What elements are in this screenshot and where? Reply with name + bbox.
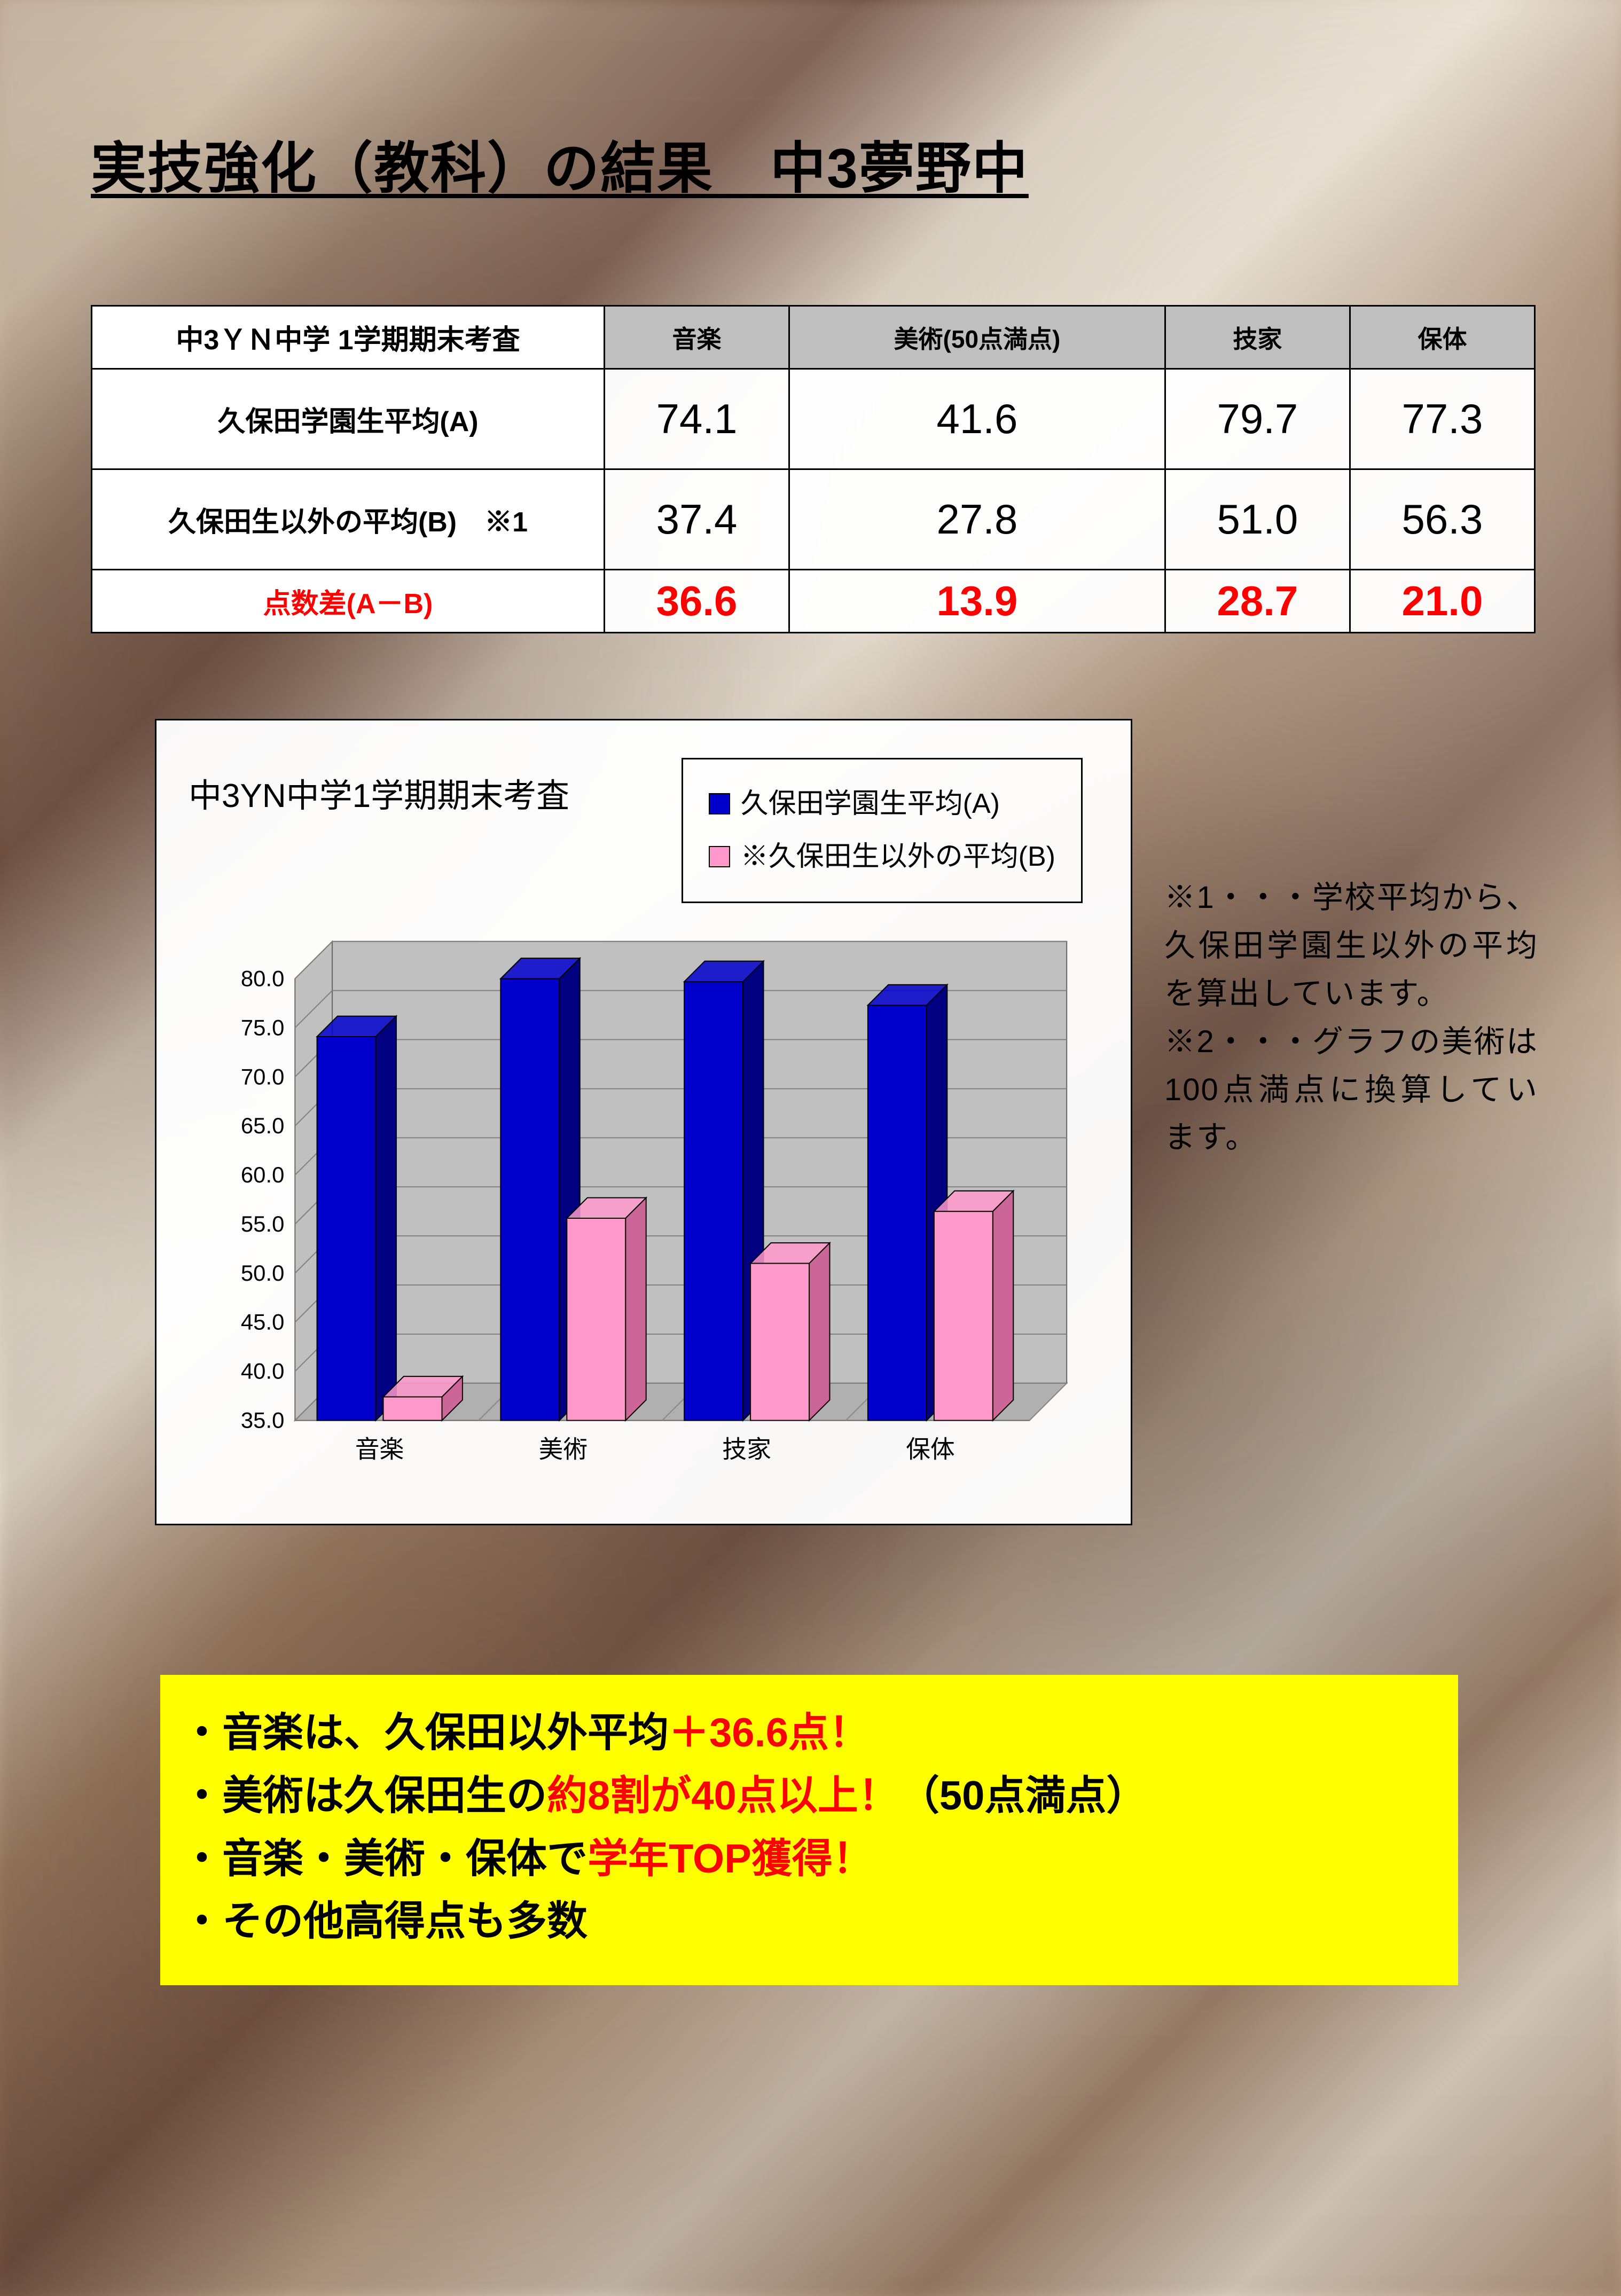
cell: 41.6 (789, 369, 1165, 469)
svg-text:80.0: 80.0 (241, 966, 284, 991)
callout-line-2: ・美術は久保田生の約8割が40点以上！（50点満点） (182, 1765, 1437, 1828)
callout-line-4: ・その他高得点も多数 (182, 1890, 1437, 1953)
table-col-2: 技家 (1165, 306, 1350, 369)
svg-text:60.0: 60.0 (241, 1162, 284, 1187)
svg-text:音楽: 音楽 (355, 1436, 404, 1463)
callout-line-1: ・音楽は、久保田以外平均＋36.6点！ (182, 1702, 1437, 1765)
svg-text:50.0: 50.0 (241, 1260, 284, 1285)
chart-title: 中3YN中学1学期期末考査 (189, 758, 569, 817)
cell-diff: 13.9 (789, 570, 1165, 633)
note-2: ※2・・・グラフの美術は100点満点に換算しています。 (1164, 1024, 1538, 1155)
square-icon (709, 846, 730, 867)
table-corner: 中3ＹＮ中学 1学期期末考査 (92, 306, 605, 369)
svg-text:75.0: 75.0 (241, 1015, 284, 1040)
square-icon (709, 793, 730, 814)
table-row: 点数差(A－B) 36.6 13.9 28.7 21.0 (92, 570, 1535, 633)
bar-chart: 35.0 40.0 45.0 50.0 55.0 60.0 65.0 70.0 75.0 80.0… (189, 924, 1099, 1491)
note-1: ※1・・・学校平均から、久保田学園生以外の平均を算出しています。 (1164, 880, 1538, 1011)
svg-text:40.0: 40.0 (241, 1358, 284, 1383)
cell: 37.4 (605, 469, 789, 570)
svg-text:70.0: 70.0 (241, 1064, 284, 1089)
svg-text:保体: 保体 (906, 1436, 955, 1463)
svg-text:美術: 美術 (539, 1436, 588, 1463)
row-label-diff: 点数差(A－B) (263, 589, 433, 620)
page-title: 実技強化（教科）の結果 中3夢野中 (91, 123, 1552, 203)
side-notes: ※1・・・学校平均から、久保田学園生以外の平均を算出しています。 ※2・・・グラ… (1164, 719, 1538, 1162)
legend-label-a: 久保田学園生平均(A) (741, 778, 1000, 830)
cell-diff: 28.7 (1165, 570, 1350, 633)
svg-text:35.0: 35.0 (241, 1407, 284, 1432)
cell: 27.8 (789, 469, 1165, 570)
cell: 74.1 (605, 369, 789, 469)
highlight-callout: ・音楽は、久保田以外平均＋36.6点！ ・美術は久保田生の約8割が40点以上！（… (160, 1675, 1458, 1985)
table-col-0: 音楽 (605, 306, 789, 369)
chart-card: 中3YN中学1学期期末考査 久保田学園生平均(A) ※久保田生以外の平均(B) … (155, 719, 1132, 1525)
legend-item-a: 久保田学園生平均(A) (709, 778, 1055, 830)
row-label: 久保田生以外の平均(B) ※1 (168, 507, 528, 538)
cell: 79.7 (1165, 369, 1350, 469)
svg-text:55.0: 55.0 (241, 1211, 284, 1236)
table-row: 久保田生以外の平均(B) ※1 37.4 27.8 51.0 56.3 (92, 469, 1535, 570)
cell-diff: 36.6 (605, 570, 789, 633)
cell: 56.3 (1350, 469, 1534, 570)
cell: 51.0 (1165, 469, 1350, 570)
score-table: 中3ＹＮ中学 1学期期末考査 音楽 美術(50点満点) 技家 保体 久保田学園生… (91, 305, 1536, 633)
cell-diff: 21.0 (1350, 570, 1534, 633)
svg-text:45.0: 45.0 (241, 1309, 284, 1334)
table-col-3: 保体 (1350, 306, 1534, 369)
table-col-1: 美術(50点満点) (789, 306, 1165, 369)
legend-label-b: ※久保田生以外の平均(B) (741, 830, 1055, 883)
legend-item-b: ※久保田生以外の平均(B) (709, 830, 1055, 883)
svg-text:技家: 技家 (722, 1436, 771, 1463)
cell: 77.3 (1350, 369, 1534, 469)
row-label: 久保田学園生平均(A) (217, 406, 478, 437)
table-row: 久保田学園生平均(A) 74.1 41.6 79.7 77.3 (92, 369, 1535, 469)
chart-legend: 久保田学園生平均(A) ※久保田生以外の平均(B) (682, 758, 1083, 903)
svg-text:65.0: 65.0 (241, 1113, 284, 1138)
callout-line-3: ・音楽・美術・保体で学年TOP獲得！ (182, 1828, 1437, 1891)
